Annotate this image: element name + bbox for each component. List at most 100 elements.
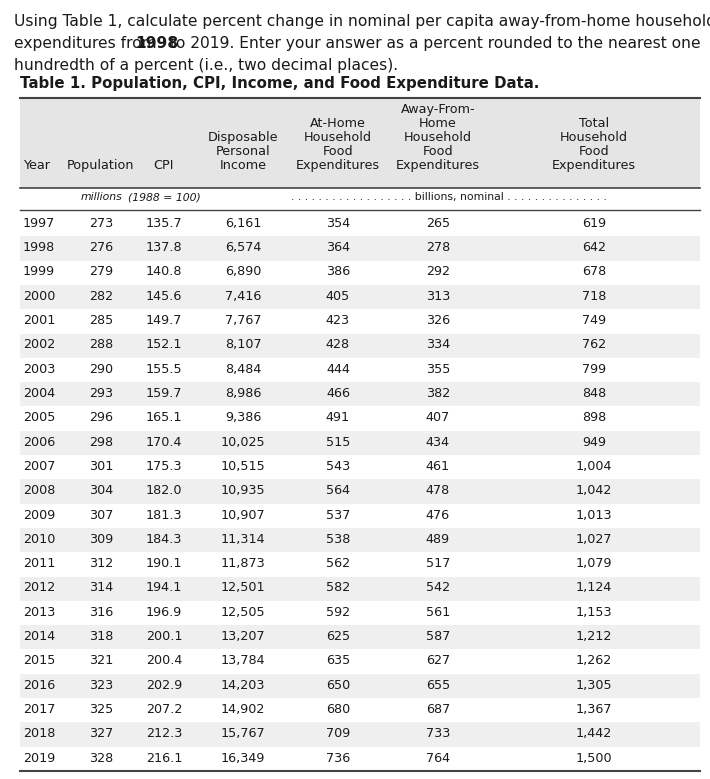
Text: 1,367: 1,367 — [576, 703, 612, 716]
Text: 279: 279 — [89, 266, 113, 278]
Text: 749: 749 — [582, 314, 606, 327]
Text: At-Home: At-Home — [310, 117, 366, 130]
Text: 202.9: 202.9 — [146, 679, 182, 692]
Text: 312: 312 — [89, 557, 113, 570]
Text: 9,386: 9,386 — [225, 411, 261, 425]
Text: 1998: 1998 — [23, 241, 55, 254]
Text: 2001: 2001 — [23, 314, 55, 327]
Text: 145.6: 145.6 — [146, 290, 182, 303]
Text: 140.8: 140.8 — [146, 266, 182, 278]
Text: 7,767: 7,767 — [225, 314, 261, 327]
Text: 175.3: 175.3 — [146, 460, 182, 473]
Text: 2006: 2006 — [23, 435, 55, 449]
Text: 736: 736 — [326, 752, 350, 764]
Text: Table 1. Population, CPI, Income, and Food Expenditure Data.: Table 1. Population, CPI, Income, and Fo… — [20, 76, 540, 91]
Text: 276: 276 — [89, 241, 113, 254]
Text: 16,349: 16,349 — [221, 752, 266, 764]
Text: 6,890: 6,890 — [225, 266, 261, 278]
Text: Year: Year — [23, 159, 50, 172]
Bar — [20, 674, 700, 698]
Text: 491: 491 — [326, 411, 350, 425]
Text: 1,212: 1,212 — [576, 630, 612, 643]
Text: 2010: 2010 — [23, 533, 55, 546]
Bar — [20, 698, 700, 722]
Text: 1,042: 1,042 — [576, 485, 612, 497]
Text: CPI: CPI — [154, 159, 174, 172]
Bar — [20, 601, 700, 626]
Text: 515: 515 — [326, 435, 350, 449]
Text: 292: 292 — [426, 266, 450, 278]
Text: 1,079: 1,079 — [576, 557, 612, 570]
Text: 718: 718 — [581, 290, 606, 303]
Bar — [20, 626, 700, 650]
Text: 273: 273 — [89, 217, 113, 230]
Text: 466: 466 — [326, 387, 350, 400]
Text: 159.7: 159.7 — [146, 387, 182, 400]
Text: 1,153: 1,153 — [576, 606, 612, 619]
Text: 13,784: 13,784 — [221, 654, 266, 668]
Text: 1,027: 1,027 — [576, 533, 612, 546]
Text: 285: 285 — [89, 314, 113, 327]
Text: 282: 282 — [89, 290, 113, 303]
Text: 196.9: 196.9 — [146, 606, 182, 619]
Bar — [20, 504, 700, 528]
Text: 10,515: 10,515 — [221, 460, 266, 473]
Text: Personal: Personal — [216, 145, 271, 158]
Bar — [20, 407, 700, 431]
Text: 1,262: 1,262 — [576, 654, 612, 668]
Text: 2004: 2004 — [23, 387, 55, 400]
Text: millions: millions — [80, 192, 122, 202]
Text: 182.0: 182.0 — [146, 485, 182, 497]
Text: 10,025: 10,025 — [221, 435, 266, 449]
Text: 165.1: 165.1 — [146, 411, 182, 425]
Text: 355: 355 — [426, 363, 450, 375]
Text: 2000: 2000 — [23, 290, 55, 303]
Text: 1,004: 1,004 — [576, 460, 612, 473]
Text: 152.1: 152.1 — [146, 338, 182, 351]
Bar — [20, 747, 700, 771]
Text: 561: 561 — [426, 606, 450, 619]
Bar — [20, 285, 700, 309]
Text: . . . . . . . . . . . . . . . . . . billions, nominal . . . . . . . . . . . . . : . . . . . . . . . . . . . . . . . . bill… — [291, 192, 607, 202]
Text: 298: 298 — [89, 435, 113, 449]
Text: 543: 543 — [326, 460, 350, 473]
Text: Expenditures: Expenditures — [296, 159, 380, 172]
Text: 762: 762 — [582, 338, 606, 351]
Text: Population: Population — [67, 159, 135, 172]
Text: Income: Income — [219, 159, 266, 172]
Text: 184.3: 184.3 — [146, 533, 182, 546]
Text: 155.5: 155.5 — [146, 363, 182, 375]
Text: hundredth of a percent (i.e., two decimal places).: hundredth of a percent (i.e., two decima… — [14, 58, 398, 73]
Text: 407: 407 — [426, 411, 450, 425]
Text: 212.3: 212.3 — [146, 728, 182, 740]
Bar — [20, 722, 700, 747]
Text: 655: 655 — [426, 679, 450, 692]
Text: 10,935: 10,935 — [221, 485, 266, 497]
Text: 207.2: 207.2 — [146, 703, 182, 716]
Text: 326: 326 — [426, 314, 450, 327]
Text: Home: Home — [419, 117, 457, 130]
Text: 1,305: 1,305 — [576, 679, 612, 692]
Text: 764: 764 — [426, 752, 450, 764]
Text: 13,207: 13,207 — [221, 630, 266, 643]
Text: 848: 848 — [582, 387, 606, 400]
Text: 334: 334 — [426, 338, 450, 351]
Text: 680: 680 — [326, 703, 350, 716]
Text: 354: 354 — [326, 217, 350, 230]
Text: 517: 517 — [426, 557, 450, 570]
Bar — [20, 236, 700, 261]
Bar — [20, 528, 700, 552]
Bar — [20, 552, 700, 576]
Text: 364: 364 — [326, 241, 350, 254]
Text: 2017: 2017 — [23, 703, 55, 716]
Text: 293: 293 — [89, 387, 113, 400]
Text: 2016: 2016 — [23, 679, 55, 692]
Text: 461: 461 — [426, 460, 450, 473]
Text: 2014: 2014 — [23, 630, 55, 643]
Text: Household: Household — [560, 131, 628, 144]
Text: 200.1: 200.1 — [146, 630, 182, 643]
Text: 323: 323 — [89, 679, 113, 692]
Text: 444: 444 — [326, 363, 350, 375]
Bar — [20, 98, 700, 188]
Text: 325: 325 — [89, 703, 113, 716]
